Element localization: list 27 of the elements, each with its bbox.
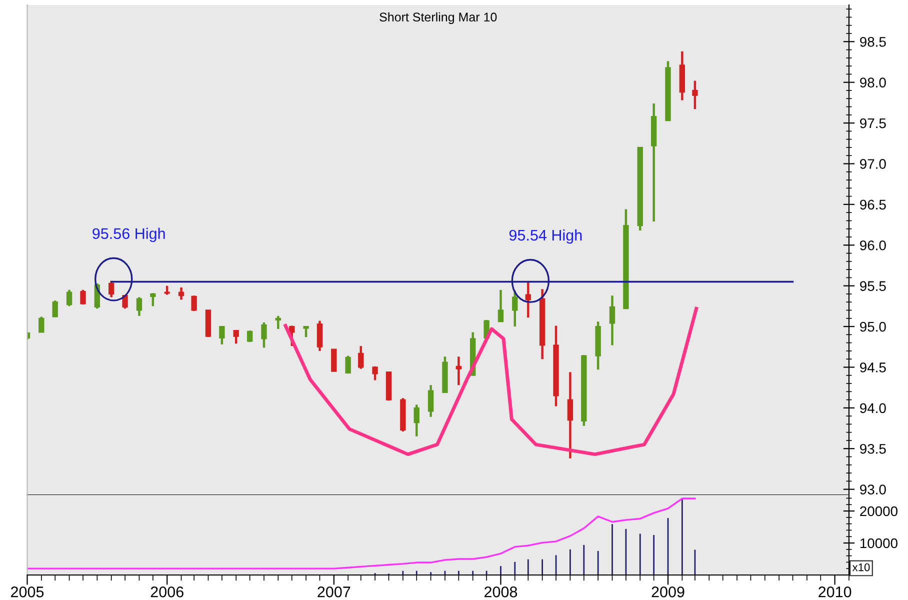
x-tick-label: 2006 <box>150 586 184 598</box>
annotation: 95.56 High <box>92 228 165 242</box>
y-tick-label: 93.5 <box>860 444 886 454</box>
x-tick-label: 2005 <box>11 586 44 598</box>
y-tick-label: 10000 <box>860 538 898 548</box>
line-series <box>284 306 698 456</box>
x-tick-label: 2007 <box>318 586 350 598</box>
y-tick-label: 96.0 <box>860 240 886 250</box>
line-series <box>27 498 696 570</box>
candlestick <box>246 329 253 344</box>
y-tick-label: 20000 <box>860 506 898 516</box>
annotation: 95.54 High <box>509 229 582 244</box>
y-tick-label: 94.5 <box>860 362 886 372</box>
y-tick-label: 97.5 <box>860 118 886 128</box>
y-tick-label: 96.5 <box>860 200 886 210</box>
y-tick-label: 93.0 <box>860 484 886 494</box>
x-tick-label: 2008 <box>484 586 518 598</box>
text: Short Sterling Mar 10 <box>380 12 497 24</box>
x-tick-label: 2009 <box>652 586 684 598</box>
text: x10 <box>852 563 870 572</box>
y-tick-label: 94.0 <box>860 403 886 414</box>
y-tick-label: 95.5 <box>860 281 886 291</box>
y-tick-label: 98.0 <box>860 78 886 88</box>
y-tick-label: 97.0 <box>860 159 886 169</box>
y-tick-label: 95.0 <box>860 322 886 332</box>
x-tick-label: 2010 <box>818 586 852 598</box>
y-tick-label: 98.5 <box>860 36 886 47</box>
